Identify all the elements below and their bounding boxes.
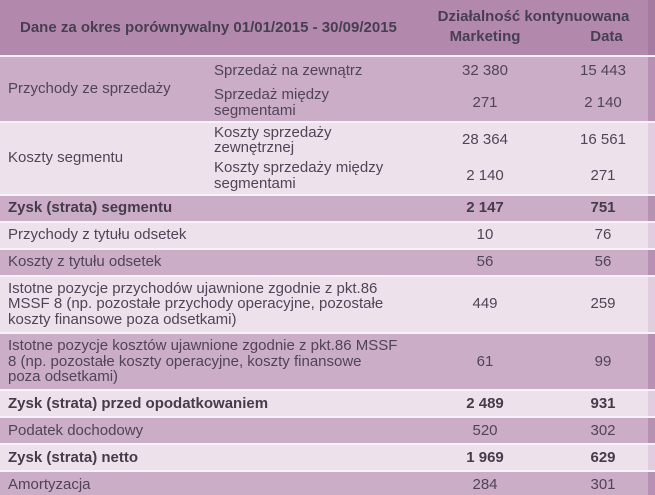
period-label: Dane za okres porównywalny 01/01/2015 - … bbox=[20, 18, 397, 36]
marketing-value: 284 bbox=[472, 475, 498, 493]
marketing-value: 28 364 bbox=[462, 131, 508, 149]
subrow-label: Koszty sprzedaży między segmentami bbox=[214, 159, 384, 192]
table-row: Istotne pozycje przychodów ujawnione zgo… bbox=[0, 276, 655, 332]
marketing-value: 2 489 bbox=[466, 394, 504, 412]
continued-operations-header: Działalność kontynuowana Marketing Data bbox=[412, 0, 655, 55]
continued-operations-label: Działalność kontynuowana bbox=[437, 7, 630, 25]
marketing-value: 10 bbox=[476, 226, 494, 244]
table-row: Koszty segmentu Koszty sprzedaży zewnętr… bbox=[0, 122, 655, 194]
subrow-label: Koszty sprzedaży zewnętrznej bbox=[214, 123, 332, 157]
marketing-value: 56 bbox=[476, 253, 494, 271]
table-row: Zysk (strata) przed opodatkowaniem 2 489… bbox=[0, 391, 655, 416]
data-value: 16 561 bbox=[580, 131, 626, 149]
row-label: Istotne pozycje przychodów ujawnione zgo… bbox=[8, 279, 384, 328]
data-value: 271 bbox=[590, 166, 616, 184]
subrow-label: Sprzedaż na zewnątrz bbox=[214, 62, 363, 80]
table-row: Amortyzacja 284 301 bbox=[0, 472, 655, 495]
marketing-value: 2 140 bbox=[466, 166, 504, 184]
marketing-value: 1 969 bbox=[466, 448, 504, 466]
data-value: 751 bbox=[590, 199, 616, 217]
table-row: Zysk (strata) netto 1 969 629 bbox=[0, 445, 655, 470]
data-value: 56 bbox=[594, 253, 612, 271]
marketing-value: 449 bbox=[472, 295, 498, 313]
data-value: 2 140 bbox=[584, 93, 622, 111]
subrow-label: Sprzedaż między segmentami bbox=[214, 86, 330, 119]
data-value: 259 bbox=[590, 295, 616, 313]
table-subrow: Koszty sprzedaży zewnętrznej 28 364 16 5… bbox=[214, 123, 655, 159]
row-label: Amortyzacja bbox=[8, 475, 91, 493]
table-subrow: Koszty sprzedaży między segmentami 2 140… bbox=[214, 158, 655, 194]
table-row: Istotne pozycje kosztów ujawnione zgodni… bbox=[0, 333, 655, 389]
marketing-value: 271 bbox=[472, 93, 498, 111]
marketing-value: 32 380 bbox=[462, 62, 508, 80]
row-label: Podatek dochodowy bbox=[8, 421, 144, 439]
row-label: Zysk (strata) przed opodatkowaniem bbox=[8, 394, 269, 412]
table-row: Podatek dochodowy 520 302 bbox=[0, 418, 655, 443]
table-row: Koszty z tytułu odsetek 56 56 bbox=[0, 249, 655, 275]
table-header: Dane za okres porównywalny 01/01/2015 - … bbox=[0, 0, 655, 55]
table-subrow: Sprzedaż na zewnątrz 32 380 15 443 bbox=[214, 57, 655, 85]
table-row: Zysk (strata) segmentu 2 147 751 bbox=[0, 195, 655, 221]
marketing-value: 61 bbox=[476, 352, 494, 370]
row-label: Zysk (strata) segmentu bbox=[8, 199, 173, 217]
row-group-label: Koszty segmentu bbox=[8, 149, 124, 167]
row-label: Zysk (strata) netto bbox=[8, 448, 139, 466]
data-value: 99 bbox=[594, 352, 612, 370]
column-header-marketing: Marketing bbox=[449, 28, 521, 46]
table-row: Przychody ze sprzedaży Sprzedaż na zewną… bbox=[0, 57, 655, 121]
row-group-label: Przychody ze sprzedaży bbox=[8, 79, 171, 97]
row-group-subrows: Koszty sprzedaży zewnętrznej 28 364 16 5… bbox=[214, 123, 655, 194]
table-row: Przychody z tytułu odsetek 10 76 bbox=[0, 222, 655, 248]
data-value: 629 bbox=[590, 448, 616, 466]
data-value: 302 bbox=[590, 421, 616, 439]
row-group-subrows: Sprzedaż na zewnątrz 32 380 15 443 Sprze… bbox=[214, 57, 655, 121]
marketing-value: 2 147 bbox=[466, 199, 504, 217]
data-value: 931 bbox=[590, 394, 616, 412]
column-header-data: Data bbox=[590, 28, 623, 46]
row-label: Istotne pozycje kosztów ujawnione zgodni… bbox=[8, 336, 398, 386]
data-value: 15 443 bbox=[580, 62, 626, 80]
data-value: 301 bbox=[590, 475, 616, 493]
marketing-value: 520 bbox=[472, 421, 498, 439]
row-label: Koszty z tytułu odsetek bbox=[8, 253, 162, 271]
row-label: Przychody z tytułu odsetek bbox=[8, 226, 187, 244]
data-value: 76 bbox=[594, 226, 612, 244]
table-subrow: Sprzedaż między segmentami 271 2 140 bbox=[214, 85, 655, 121]
